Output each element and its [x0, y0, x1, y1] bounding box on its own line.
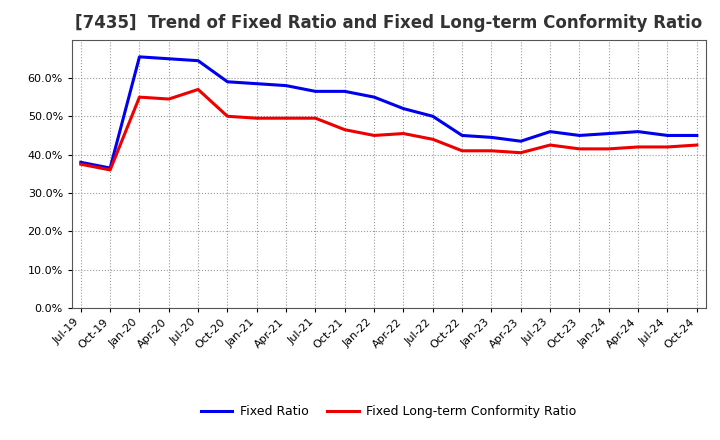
- Fixed Ratio: [546, 129, 554, 134]
- Fixed Long-term Conformity Ratio: [458, 148, 467, 154]
- Fixed Ratio: [194, 58, 202, 63]
- Fixed Ratio: [487, 135, 496, 140]
- Line: Fixed Long-term Conformity Ratio: Fixed Long-term Conformity Ratio: [81, 89, 697, 170]
- Fixed Long-term Conformity Ratio: [341, 127, 349, 132]
- Fixed Ratio: [223, 79, 232, 84]
- Fixed Ratio: [370, 95, 379, 100]
- Fixed Ratio: [458, 133, 467, 138]
- Fixed Long-term Conformity Ratio: [546, 143, 554, 148]
- Fixed Long-term Conformity Ratio: [605, 146, 613, 151]
- Title: [7435]  Trend of Fixed Ratio and Fixed Long-term Conformity Ratio: [7435] Trend of Fixed Ratio and Fixed Lo…: [75, 15, 703, 33]
- Fixed Long-term Conformity Ratio: [164, 96, 173, 102]
- Fixed Long-term Conformity Ratio: [135, 95, 144, 100]
- Fixed Ratio: [253, 81, 261, 86]
- Fixed Ratio: [282, 83, 290, 88]
- Fixed Long-term Conformity Ratio: [370, 133, 379, 138]
- Fixed Long-term Conformity Ratio: [693, 143, 701, 148]
- Fixed Ratio: [135, 54, 144, 59]
- Fixed Long-term Conformity Ratio: [282, 116, 290, 121]
- Fixed Long-term Conformity Ratio: [516, 150, 525, 155]
- Fixed Long-term Conformity Ratio: [575, 146, 584, 151]
- Fixed Ratio: [106, 165, 114, 171]
- Fixed Long-term Conformity Ratio: [106, 167, 114, 172]
- Fixed Ratio: [516, 139, 525, 144]
- Fixed Long-term Conformity Ratio: [428, 137, 437, 142]
- Fixed Long-term Conformity Ratio: [223, 114, 232, 119]
- Fixed Ratio: [164, 56, 173, 62]
- Fixed Ratio: [428, 114, 437, 119]
- Fixed Ratio: [663, 133, 672, 138]
- Fixed Ratio: [341, 89, 349, 94]
- Fixed Long-term Conformity Ratio: [663, 144, 672, 150]
- Fixed Long-term Conformity Ratio: [399, 131, 408, 136]
- Fixed Ratio: [399, 106, 408, 111]
- Fixed Ratio: [76, 160, 85, 165]
- Fixed Long-term Conformity Ratio: [194, 87, 202, 92]
- Fixed Ratio: [693, 133, 701, 138]
- Fixed Long-term Conformity Ratio: [311, 116, 320, 121]
- Fixed Long-term Conformity Ratio: [634, 144, 642, 150]
- Legend: Fixed Ratio, Fixed Long-term Conformity Ratio: Fixed Ratio, Fixed Long-term Conformity …: [196, 400, 582, 423]
- Fixed Long-term Conformity Ratio: [76, 161, 85, 167]
- Fixed Ratio: [575, 133, 584, 138]
- Fixed Long-term Conformity Ratio: [487, 148, 496, 154]
- Line: Fixed Ratio: Fixed Ratio: [81, 57, 697, 168]
- Fixed Long-term Conformity Ratio: [253, 116, 261, 121]
- Fixed Ratio: [311, 89, 320, 94]
- Fixed Ratio: [634, 129, 642, 134]
- Fixed Ratio: [605, 131, 613, 136]
